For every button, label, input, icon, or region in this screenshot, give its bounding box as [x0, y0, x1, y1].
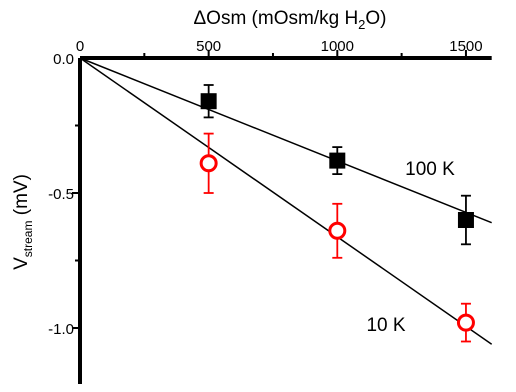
y-tick-label: -1.0 — [48, 321, 74, 338]
x-axis-title: ΔOsm (mOsm/kg H2O) — [193, 8, 386, 32]
x-axis-title-subscript: 2 — [358, 17, 365, 32]
data-point-circle — [328, 221, 347, 240]
y-axis-title-main: V — [11, 257, 32, 270]
data-point-square — [457, 212, 474, 228]
data-point-circle — [199, 154, 218, 173]
x-axis-title-end: O) — [365, 8, 386, 29]
labels: 100 K 10 K — [366, 159, 455, 336]
series-label: 100 K — [405, 159, 455, 180]
y-tick-label: 0.0 — [53, 51, 74, 68]
x-tick-label: 1500 — [449, 38, 482, 55]
fit-line — [79, 57, 493, 345]
y-axis-title-subscript: stream — [21, 221, 35, 258]
x-axis-title-main: ΔOsm (mOsm/kg H — [193, 8, 358, 29]
fit-line — [79, 57, 492, 224]
data-point-square — [200, 93, 217, 110]
x-tick-label: 500 — [196, 38, 221, 55]
y-tick-label: -0.5 — [48, 186, 74, 203]
y-axis-title-end: (mV) — [11, 174, 32, 220]
data-markers — [199, 93, 475, 332]
axes: 0 500 1000 1500 0.0 -0.5 -1.0 — [48, 38, 492, 384]
y-axis-title: Vstream (mV) — [11, 174, 35, 270]
fit-lines — [79, 57, 493, 345]
data-point-circle — [456, 313, 475, 332]
series-label: 10 K — [366, 315, 405, 336]
data-point-square — [329, 152, 346, 169]
x-tick-label: 0 — [76, 38, 84, 55]
x-tick-label: 1000 — [321, 38, 354, 55]
